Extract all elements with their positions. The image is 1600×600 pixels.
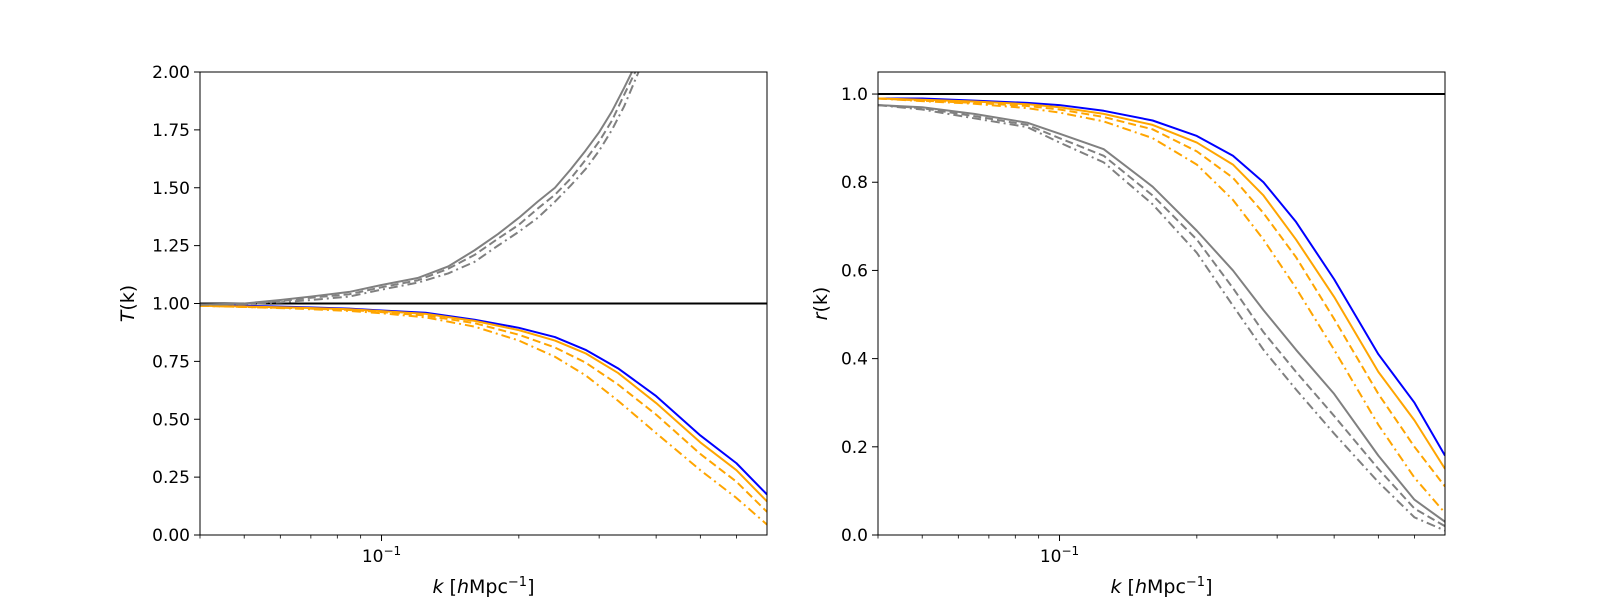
left-series-gray-solid bbox=[200, 72, 633, 306]
right-ytick-label: 0.2 bbox=[841, 438, 868, 458]
left-series-orange-dashed bbox=[200, 304, 767, 513]
right-ylabel: r(k) bbox=[810, 287, 832, 321]
left-ylabel: T(k) bbox=[117, 285, 139, 322]
right-series-gray-dashdot bbox=[878, 104, 1445, 532]
right-ytick-label: 1.0 bbox=[841, 85, 868, 105]
left-ytick-label: 1.75 bbox=[152, 121, 190, 141]
right-series-gray-solid bbox=[878, 104, 1445, 523]
right-xtick-label: 10−1 bbox=[1040, 544, 1079, 567]
left-ytick-label: 1.00 bbox=[152, 295, 190, 315]
left-axes-frame bbox=[199, 71, 768, 536]
right-ytick-label: 0.6 bbox=[841, 261, 868, 281]
left-xtick-label: 10−1 bbox=[362, 544, 401, 567]
left-ticks: 0.00 0.25 0.50 0.75 1.00 1.25 1.50 1.75 2.00 10−1 bbox=[152, 63, 737, 567]
left-ytick-label: 1.25 bbox=[152, 237, 190, 257]
right-series-orange-dashed bbox=[878, 97, 1445, 488]
right-panel: 0.0 0.2 0.4 0.6 0.8 1.0 10−1 r(k) k [hMpc−1] bbox=[810, 71, 1446, 599]
right-series-orange-solid bbox=[878, 97, 1445, 470]
right-series-orange-dashdot bbox=[878, 97, 1445, 514]
left-ytick-label: 0.50 bbox=[152, 410, 190, 430]
right-xlabel: k [hMpc−1] bbox=[1110, 575, 1212, 599]
left-ytick-label: 2.00 bbox=[152, 63, 190, 83]
left-ytick-label: 0.75 bbox=[152, 352, 190, 372]
left-series-orange-dashdot bbox=[200, 304, 767, 526]
left-plot-area bbox=[200, 72, 767, 526]
left-xlabel: k [hMpc−1] bbox=[432, 575, 534, 599]
right-series-blue-solid bbox=[878, 97, 1445, 457]
left-series-gray-dashed bbox=[200, 72, 637, 306]
left-ytick-label: 0.00 bbox=[152, 526, 190, 546]
right-ytick-label: 0.0 bbox=[841, 526, 868, 546]
right-axes-frame bbox=[877, 71, 1446, 536]
right-ticks: 0.0 0.2 0.4 0.6 0.8 1.0 10−1 bbox=[841, 85, 1415, 567]
right-plot-area bbox=[878, 93, 1445, 532]
right-ytick-label: 0.8 bbox=[841, 173, 868, 193]
left-ytick-label: 1.50 bbox=[152, 179, 190, 199]
left-series-gray-dashdot bbox=[200, 72, 640, 306]
left-panel: 0.00 0.25 0.50 0.75 1.00 1.25 1.50 1.75 2.00 10−1… bbox=[117, 63, 768, 599]
right-series-gray-dashed bbox=[878, 104, 1445, 528]
left-ytick-label: 0.25 bbox=[152, 468, 190, 488]
right-ytick-label: 0.4 bbox=[841, 350, 868, 370]
